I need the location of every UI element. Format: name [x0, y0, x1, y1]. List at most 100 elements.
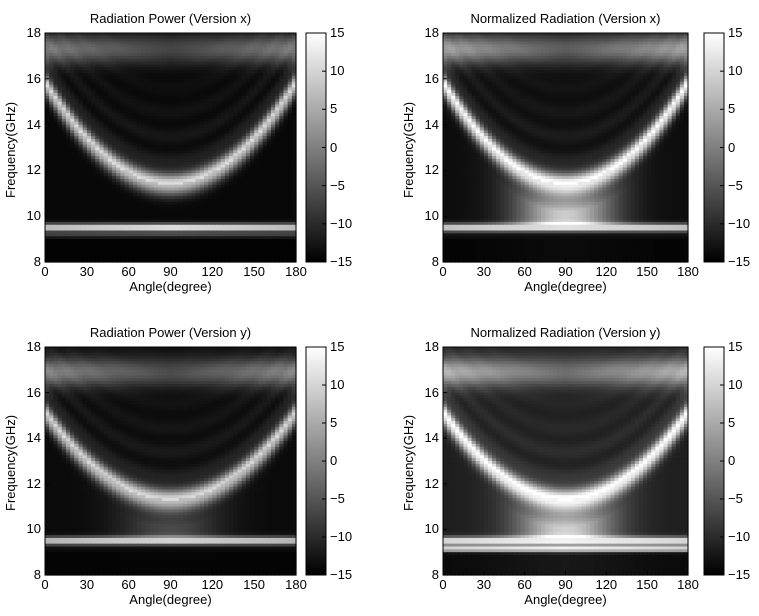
heatmap-cell: [187, 55, 193, 60]
heatmap-cell: [195, 147, 201, 151]
heatmap-cell: [74, 84, 80, 88]
heatmap-cell: [86, 253, 92, 257]
heatmap-cell: [61, 81, 67, 86]
heatmap-cell: [216, 173, 222, 177]
heatmap-cell: [203, 75, 209, 80]
heatmap-cell: [199, 247, 205, 252]
heatmap-cell: [45, 164, 50, 169]
heatmap-cell: [241, 50, 247, 54]
heatmap-cell: [241, 204, 247, 209]
heatmap-cell: [153, 130, 159, 134]
heatmap-cell: [132, 70, 138, 74]
heatmap-cell: [237, 236, 243, 240]
heatmap-cell: [187, 164, 193, 169]
heatmap-cell: [212, 181, 218, 186]
heatmap-cell: [270, 87, 276, 91]
heatmap-cell: [103, 133, 109, 137]
heatmap-cell: [107, 224, 113, 229]
heatmap-cell: [128, 170, 134, 174]
heatmap-cell: [103, 61, 109, 66]
heatmap-cell: [191, 193, 197, 197]
heatmap-cell: [149, 44, 155, 48]
heatmap-cell: [170, 216, 176, 220]
heatmap-cell: [82, 50, 88, 54]
heatmap-cell: [245, 35, 251, 40]
heatmap-cell: [249, 153, 255, 157]
heatmap-cell: [199, 130, 205, 134]
heatmap-cell: [70, 221, 75, 226]
heatmap-cell: [157, 167, 163, 171]
heatmap-cell: [132, 190, 138, 194]
heatmap-cell: [220, 138, 226, 143]
heatmap-cell: [199, 58, 205, 63]
heatmap-cell: [49, 124, 54, 129]
heatmap-cell: [124, 64, 130, 68]
heatmap-cell: [149, 38, 155, 43]
heatmap-cell: [178, 35, 184, 40]
heatmap-cell: [237, 81, 243, 86]
heatmap-cell: [187, 207, 193, 212]
heatmap-cell: [195, 256, 201, 260]
heatmap-cell: [86, 47, 92, 51]
heatmap-cell: [157, 144, 163, 149]
heatmap-cell: [95, 233, 100, 237]
heatmap-cell: [86, 107, 92, 111]
heatmap-cell: [141, 90, 146, 94]
heatmap-cell: [124, 178, 130, 183]
heatmap-cell: [57, 138, 63, 143]
heatmap-cell: [199, 53, 205, 57]
heatmap-cell: [53, 33, 59, 37]
heatmap-cell: [49, 156, 54, 160]
heatmap-cell: [149, 41, 155, 46]
heatmap-cell: [70, 33, 75, 37]
heatmap-cell: [199, 156, 205, 160]
heatmap-cell: [124, 199, 130, 203]
heatmap-cell: [170, 199, 176, 203]
heatmap-cell: [111, 136, 117, 140]
heatmap-cell: [145, 221, 151, 226]
heatmap-cell: [183, 81, 188, 86]
heatmap-cell: [241, 224, 247, 229]
heatmap-cell: [237, 67, 243, 71]
heatmap-cell: [291, 55, 297, 60]
heatmap-cell: [65, 116, 71, 120]
heatmap-cell: [233, 44, 239, 48]
heatmap-cell: [174, 230, 180, 234]
heatmap-cell: [224, 61, 230, 66]
heatmap-cell: [229, 130, 234, 134]
heatmap-cell: [82, 61, 88, 66]
heatmap-cell: [65, 98, 71, 103]
heatmap-cell: [120, 216, 126, 220]
heatmap-cell: [99, 121, 105, 126]
heatmap-cell: [116, 173, 121, 177]
heatmap-cell: [254, 55, 259, 60]
heatmap-cell: [178, 124, 184, 129]
heatmap-cell: [279, 107, 285, 111]
heatmap-cell: [103, 190, 109, 194]
heatmap-cell: [266, 121, 272, 126]
heatmap-cell: [220, 81, 226, 86]
heatmap-cell: [57, 87, 63, 91]
heatmap-cell: [99, 184, 105, 189]
heatmap-cell: [103, 233, 109, 237]
heatmap-cell: [258, 64, 264, 68]
heatmap-cell: [170, 187, 176, 192]
heatmap-cell: [132, 138, 138, 143]
heatmap-cell: [229, 121, 234, 126]
heatmap-cell: [667, 33, 673, 37]
heatmap-cell: [128, 256, 134, 260]
heatmap-cell: [233, 104, 239, 109]
heatmap-cell: [53, 38, 59, 43]
heatmap-cell: [203, 204, 209, 209]
heatmap-cell: [170, 201, 176, 206]
heatmap-cell: [237, 170, 243, 174]
heatmap-cell: [107, 241, 113, 246]
heatmap-cell: [57, 121, 63, 126]
heatmap-cell: [91, 44, 96, 48]
heatmap-cell: [99, 190, 105, 194]
heatmap-cell: [86, 93, 92, 97]
heatmap-cell: [124, 121, 130, 126]
heatmap-plot: [44, 32, 297, 263]
heatmap-cell: [291, 53, 297, 57]
heatmap-cell: [199, 55, 205, 60]
